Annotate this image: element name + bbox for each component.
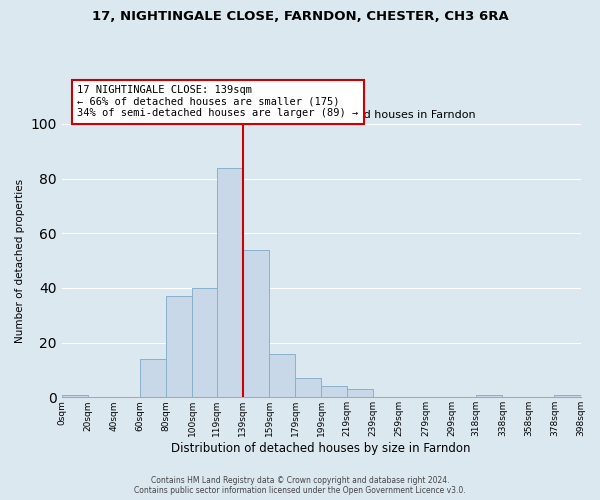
X-axis label: Distribution of detached houses by size in Farndon: Distribution of detached houses by size …: [172, 442, 471, 455]
Bar: [192, 288, 217, 398]
Text: 17, NIGHTINGALE CLOSE, FARNDON, CHESTER, CH3 6RA: 17, NIGHTINGALE CLOSE, FARNDON, CHESTER,…: [92, 10, 508, 23]
Bar: [295, 378, 321, 398]
Bar: [140, 359, 166, 398]
Bar: [554, 394, 581, 398]
Y-axis label: Number of detached properties: Number of detached properties: [15, 178, 25, 342]
Bar: [321, 386, 347, 398]
Title: Size of property relative to detached houses in Farndon: Size of property relative to detached ho…: [166, 110, 476, 120]
Bar: [347, 389, 373, 398]
Bar: [269, 354, 295, 398]
Bar: [476, 394, 502, 398]
Bar: [243, 250, 269, 398]
Bar: [217, 168, 243, 398]
Bar: [62, 394, 88, 398]
Bar: [166, 296, 192, 398]
Text: 17 NIGHTINGALE CLOSE: 139sqm
← 66% of detached houses are smaller (175)
34% of s: 17 NIGHTINGALE CLOSE: 139sqm ← 66% of de…: [77, 85, 359, 118]
Text: Contains HM Land Registry data © Crown copyright and database right 2024.
Contai: Contains HM Land Registry data © Crown c…: [134, 476, 466, 495]
